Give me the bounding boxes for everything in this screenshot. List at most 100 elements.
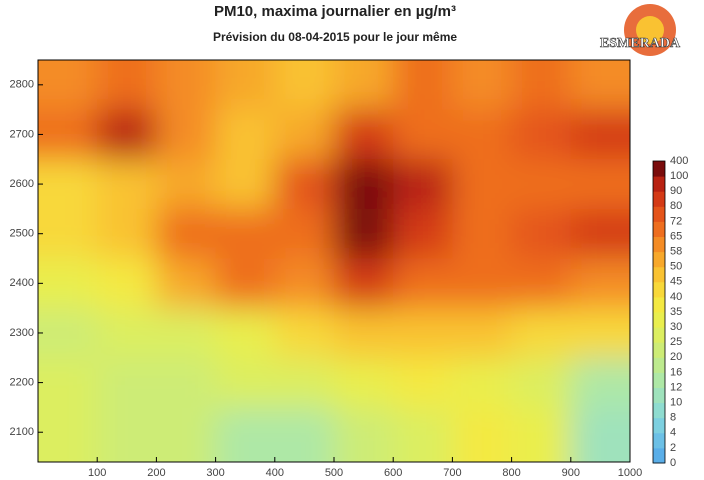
- colorbar-label: 90: [670, 185, 682, 197]
- colorbar-cell: [653, 447, 665, 464]
- heat-cell: [511, 308, 572, 359]
- y-tick-label: 2100: [10, 426, 34, 438]
- colorbar-cell: [653, 221, 665, 237]
- heat-cell: [334, 60, 395, 111]
- heat-cell: [452, 60, 513, 111]
- heat-cell: [156, 308, 217, 359]
- heat-cell: [274, 407, 335, 462]
- heat-cell: [393, 159, 454, 210]
- heat-cell: [156, 60, 217, 111]
- y-tick-label: 2600: [10, 178, 34, 190]
- colorbar-label: 10: [670, 397, 682, 409]
- heat-cell: [334, 407, 395, 462]
- x-tick-label: 800: [502, 467, 520, 479]
- colorbar-cell: [653, 281, 665, 298]
- heat-cell: [274, 109, 335, 161]
- colorbar-cell: [653, 266, 665, 283]
- heat-cell: [511, 258, 572, 310]
- y-tick-label: 2200: [10, 376, 34, 388]
- colorbar-cell: [653, 432, 665, 449]
- heat-cell: [452, 208, 513, 260]
- heat-cell: [452, 308, 513, 359]
- heat-cell: [452, 109, 513, 161]
- heat-cell: [97, 208, 158, 260]
- colorbar-cell: [653, 296, 665, 313]
- heat-cell: [511, 407, 572, 462]
- colorbar-label: 80: [670, 200, 682, 212]
- colorbar-label: 40: [670, 291, 682, 303]
- colorbar-cell: [653, 357, 665, 373]
- x-tick-label: 400: [266, 467, 284, 479]
- heat-cell: [334, 208, 395, 260]
- heat-cell: [393, 208, 454, 260]
- heat-cell: [274, 258, 335, 310]
- colorbar-label: 65: [670, 230, 682, 242]
- colorbar-cell: [653, 161, 665, 177]
- colorbar-label: 400: [670, 155, 688, 167]
- colorbar-label: 100: [670, 170, 688, 182]
- heat-cell: [156, 407, 217, 462]
- colorbar-cell: [653, 312, 665, 328]
- chart-title: PM10, maxima journalier en µg/m³: [214, 3, 456, 20]
- colorbar-label: 4: [670, 427, 676, 439]
- heat-cell: [393, 60, 454, 111]
- heat-cell: [511, 109, 572, 161]
- x-tick-label: 200: [147, 467, 165, 479]
- colorbar-label: 35: [670, 306, 682, 318]
- heat-cell: [452, 357, 513, 409]
- heat-cell: [38, 357, 99, 409]
- logo: ESMERADA: [600, 36, 681, 51]
- heat-cell: [334, 258, 395, 310]
- heat-cell: [511, 60, 572, 111]
- heat-cell: [215, 60, 276, 111]
- colorbar-label: 12: [670, 381, 682, 393]
- colorbar-cell: [653, 387, 665, 404]
- heat-cell: [97, 258, 158, 310]
- colorbar-cell: [653, 327, 665, 343]
- colorbar-label: 50: [670, 261, 682, 273]
- heat-cell: [215, 109, 276, 161]
- heat-cell: [38, 308, 99, 359]
- y-tick-label: 2400: [10, 277, 34, 289]
- heat-cell: [452, 258, 513, 310]
- x-tick-label: 1000: [618, 467, 642, 479]
- colorbar-label: 20: [670, 351, 682, 363]
- heat-cell: [570, 109, 630, 161]
- x-tick-label: 700: [443, 467, 461, 479]
- heat-cell: [38, 208, 99, 260]
- colorbar-label: 2: [670, 442, 676, 454]
- heat-cell: [570, 308, 630, 359]
- heat-cell: [393, 109, 454, 161]
- y-tick-label: 2300: [10, 327, 34, 339]
- heat-cell: [334, 109, 395, 161]
- colorbar-cell: [653, 342, 665, 358]
- field: [38, 60, 630, 462]
- colorbar-cell: [653, 417, 665, 434]
- colorbar-label: 58: [670, 246, 682, 258]
- heat-cell: [38, 60, 99, 111]
- heat-cell: [97, 407, 158, 462]
- y-tick-label: 2800: [10, 79, 34, 91]
- x-tick-label: 600: [384, 467, 402, 479]
- heat-cell: [38, 159, 99, 210]
- x-tick-label: 100: [88, 467, 106, 479]
- heat-cell: [274, 208, 335, 260]
- y-tick-label: 2500: [10, 228, 34, 240]
- colorbar-frame: [652, 160, 666, 464]
- colorbar-label: 72: [670, 215, 682, 227]
- heat-cell: [97, 60, 158, 111]
- heat-cell: [97, 159, 158, 210]
- colorbar-cell: [653, 236, 665, 253]
- heat-cell: [215, 208, 276, 260]
- heat-cell: [215, 407, 276, 462]
- heat-cell: [156, 159, 217, 210]
- heat-cell: [570, 258, 630, 310]
- colorbar-label: 8: [670, 412, 676, 424]
- x-tick-label: 500: [325, 467, 343, 479]
- heat-cell: [156, 208, 217, 260]
- colorbar-cell: [653, 206, 665, 222]
- x-tick-label: 900: [562, 467, 580, 479]
- heat-cell: [393, 407, 454, 462]
- heat-cell: [334, 159, 395, 210]
